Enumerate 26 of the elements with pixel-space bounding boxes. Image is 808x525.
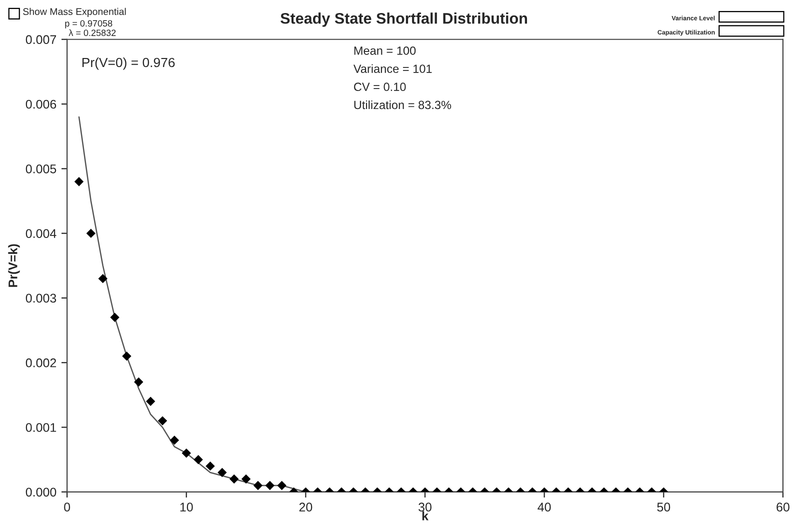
y-tick-label: 0.007: [26, 35, 56, 44]
annotation: Variance = 101: [353, 64, 432, 73]
text: p = 0.97058: [65, 20, 112, 28]
x-tick-label: 10: [180, 502, 193, 512]
x-tick-label: 40: [538, 502, 551, 512]
x-tick-label: 20: [299, 502, 312, 512]
annotation: Pr(V=0) = 0.976: [82, 57, 175, 70]
x-tick-label: 60: [776, 502, 790, 512]
y-tick-label: 0.002: [26, 358, 56, 368]
y-tick-label: 0.000: [26, 488, 56, 497]
x-axis-title: k: [422, 511, 428, 520]
y-tick-label: 0.003: [26, 294, 56, 303]
chart-title: Steady State Shortfall Distribution: [280, 12, 527, 27]
x-tick-label: 50: [657, 502, 670, 512]
y-tick-label: 0.004: [26, 229, 56, 238]
x-tick-label: 0: [64, 502, 70, 512]
y-tick-label: 0.001: [26, 423, 56, 432]
text: Show Mass Exponential: [23, 8, 126, 17]
x-tick-label: 30: [418, 502, 432, 512]
annotation: Utilization = 83.3%: [354, 100, 452, 110]
y-tick-label: 0.005: [26, 164, 56, 174]
annotation: Mean = 100: [354, 46, 416, 55]
annotation: CV = 0.10: [354, 82, 406, 92]
text: λ = 0.25832: [68, 29, 116, 36]
y-axis-title: Pr(V=k): [8, 244, 20, 287]
y-tick-label: 0.006: [26, 100, 56, 109]
